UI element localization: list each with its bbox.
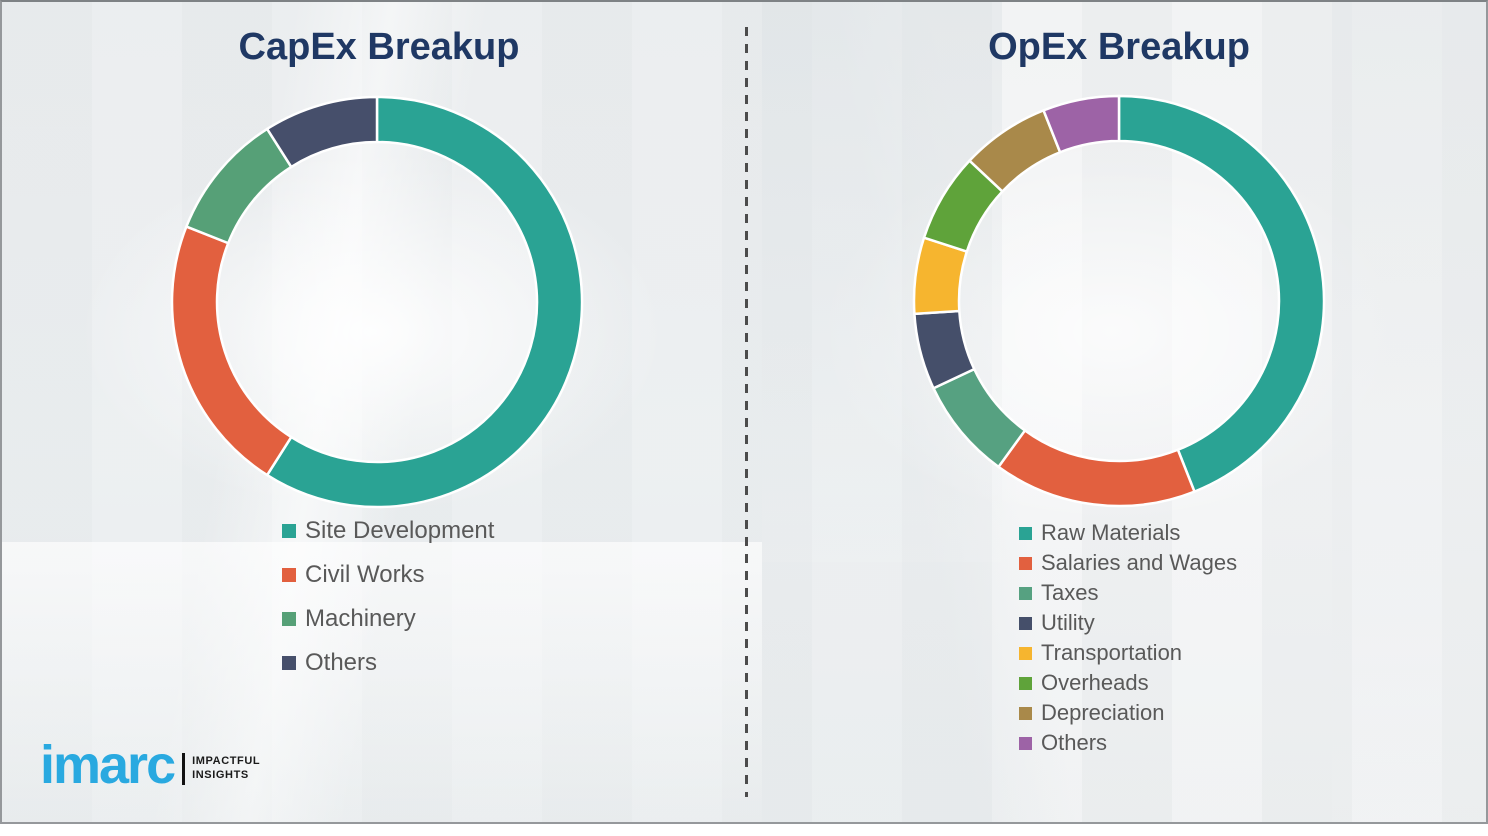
legend-label: Civil Works: [305, 561, 425, 588]
opex-segment-others: [1042, 94, 1121, 154]
legend-label: Overheads: [1041, 670, 1149, 695]
background-streak: [1332, 2, 1486, 822]
legend-label: Site Development: [305, 517, 495, 544]
legend-label: Transportation: [1041, 640, 1183, 665]
opex-chart-title: OpEx Breakup: [988, 26, 1250, 68]
legend-color-swatch: [1019, 736, 1032, 750]
logo-tagline-line2: INSIGHTS: [192, 769, 249, 781]
capex-donut-chart: [170, 95, 584, 509]
imarc-logo-wordmark: imarc: [40, 735, 176, 795]
legend-label: Raw Materials: [1041, 520, 1181, 545]
capex-segment-machinery: [185, 127, 293, 245]
capex-legend-item: Civil Works: [282, 553, 494, 597]
logo-divider-bar: [182, 753, 186, 785]
legend-label: Taxes: [1041, 580, 1099, 605]
capex-segment-others: [265, 95, 379, 169]
legend-color-swatch: [1019, 556, 1032, 570]
opex-legend: Raw Materials Salaries and Wages Taxes Util…: [1019, 518, 1237, 758]
opex-legend-item: Taxes: [1019, 578, 1237, 608]
opex-legend-item: Overheads: [1019, 668, 1237, 698]
logo-tagline-line1: IMPACTFUL: [192, 755, 261, 768]
opex-segment-salaries-and-wages: [997, 429, 1196, 508]
capex-legend: Site Development Civil Works Machinery Othe…: [282, 509, 494, 685]
legend-label: Others: [305, 649, 378, 676]
logo-tagline: IMPACTFUL INSIGHTS: [192, 755, 260, 783]
imarc-logo: imarc IMPACTFUL INSIGHTS: [40, 738, 260, 792]
opex-legend-item: Utility: [1019, 608, 1237, 638]
capex-chart-title: CapEx Breakup: [238, 26, 520, 68]
opex-legend-item: Others: [1019, 728, 1237, 758]
legend-label: Utility: [1041, 610, 1095, 635]
background-streak: [2, 542, 762, 822]
legend-color-swatch: [1019, 676, 1032, 690]
capex-legend-item: Others: [282, 641, 494, 685]
opex-legend-item: Salaries and Wages: [1019, 548, 1237, 578]
background-streak: [762, 2, 1002, 562]
opex-segment-raw-materials: [1117, 94, 1326, 493]
legend-label: Depreciation: [1041, 700, 1165, 725]
legend-color-swatch: [1019, 646, 1032, 660]
capex-segment-site-development: [265, 95, 584, 509]
legend-color-swatch: [282, 524, 296, 538]
opex-legend-item: Raw Materials: [1019, 518, 1237, 548]
legend-label: Salaries and Wages: [1041, 550, 1238, 575]
vertical-dashed-divider: [745, 27, 748, 797]
legend-label: Others: [1041, 730, 1108, 755]
opex-donut-chart: [912, 94, 1326, 508]
legend-color-swatch: [1019, 706, 1032, 720]
legend-color-swatch: [1019, 616, 1032, 630]
capex-legend-item: Machinery: [282, 597, 494, 641]
opex-legend-item: Depreciation: [1019, 698, 1237, 728]
capex-legend-item: Site Development: [282, 509, 494, 553]
legend-color-swatch: [282, 656, 296, 670]
capex-segment-civil-works: [170, 225, 293, 477]
legend-label: Machinery: [305, 605, 416, 632]
legend-color-swatch: [282, 568, 296, 582]
legend-color-swatch: [1019, 526, 1032, 540]
opex-legend-item: Transportation: [1019, 638, 1237, 668]
legend-color-swatch: [282, 612, 296, 626]
legend-color-swatch: [1019, 586, 1032, 600]
